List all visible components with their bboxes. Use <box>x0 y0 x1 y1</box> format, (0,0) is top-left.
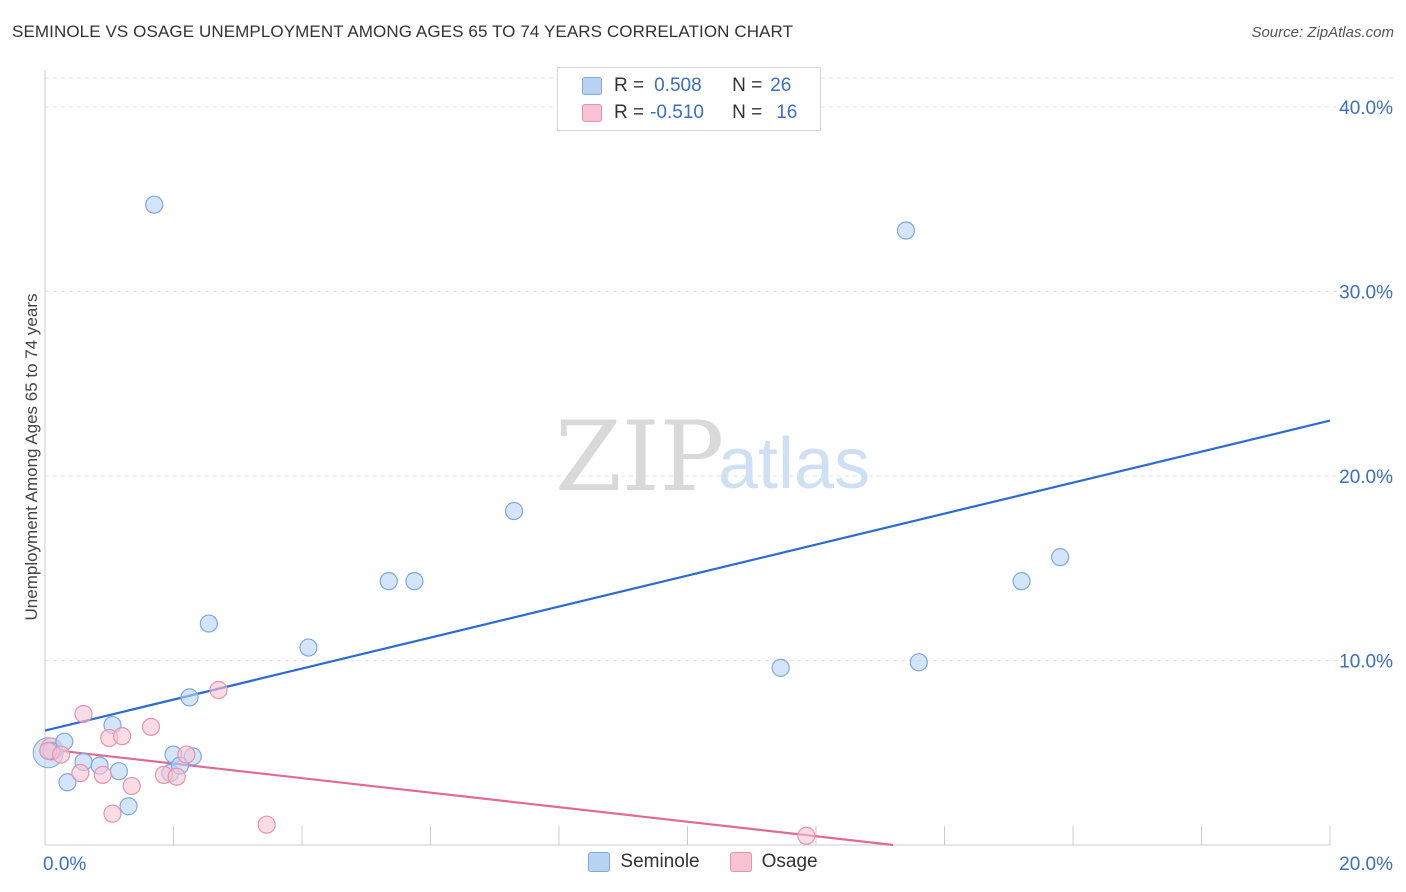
seminole-point <box>145 195 164 214</box>
source-label: Source: ZipAtlas.com <box>1251 24 1394 41</box>
osage-n-label: N = <box>732 102 763 123</box>
seminole-r-value: 0.508 <box>654 75 702 96</box>
seminole-r-label: R = <box>614 75 645 96</box>
data-points <box>32 195 1070 845</box>
osage-point <box>797 826 816 845</box>
seminole-point <box>771 658 790 677</box>
seminole-point <box>504 501 524 521</box>
x-tick-label: 20.0% <box>1339 854 1393 875</box>
osage-r-label: R = <box>614 102 645 123</box>
seminole-point <box>909 653 928 672</box>
y-tick-label: 20.0% <box>1339 467 1393 488</box>
y-tick-label: 10.0% <box>1339 651 1393 672</box>
seminole-point <box>896 221 916 240</box>
legend-row-osage: R = -0.510 N = 16 <box>582 101 797 125</box>
osage-point <box>177 745 196 764</box>
osage-point <box>122 776 141 796</box>
osage-point <box>51 745 71 764</box>
legend-osage-label: Osage <box>761 851 818 872</box>
seminole-point <box>379 572 398 591</box>
legend-osage-swatch <box>729 852 752 872</box>
osage-point <box>93 765 112 784</box>
chart-title: SEMINOLE VS OSAGE UNEMPLOYMENT AMONG AGE… <box>12 22 794 41</box>
watermark-atlas: atlas <box>718 424 870 504</box>
seminole-point <box>405 572 424 591</box>
seminole-n-label: N = <box>732 75 763 96</box>
osage-point <box>167 767 186 786</box>
osage-r-value: -0.510 <box>650 102 704 123</box>
seminole-point <box>180 688 199 707</box>
osage-point <box>257 815 276 834</box>
seminole-n-value: 26 <box>770 75 792 96</box>
correlation-legend: R = 0.508 N = 26 R = -0.510 N = 16 <box>557 67 821 131</box>
seminole-point <box>1012 572 1031 591</box>
watermark: ZIP atlas <box>555 401 870 513</box>
tick-labels: 10.0% 20.0% 30.0% 40.0% 0.0% 20.0% <box>43 98 1393 875</box>
seminole-point <box>1051 548 1070 567</box>
seminole-point <box>58 773 77 792</box>
osage-point <box>112 727 132 746</box>
legend-seminole-swatch <box>588 852 611 872</box>
legend-row-seminole: R = 0.508 N = 26 <box>582 74 791 98</box>
legend-item-seminole[interactable]: Seminole <box>588 851 700 873</box>
x-tick-label: 0.0% <box>43 854 86 875</box>
seminole-point <box>119 797 138 816</box>
osage-point <box>209 680 228 700</box>
gridlines <box>45 77 1395 661</box>
seminole-point <box>299 638 318 657</box>
osage-point <box>103 804 122 823</box>
series-legend: Seminole Osage <box>0 851 1406 873</box>
y-tick-label: 30.0% <box>1339 282 1393 303</box>
seminole-swatch <box>582 77 602 95</box>
seminole-point <box>199 614 218 633</box>
osage-point <box>71 763 90 783</box>
osage-n-value: 16 <box>776 102 798 123</box>
y-axis-label: Unemployment Among Ages 65 to 74 years <box>22 294 41 621</box>
seminole-point <box>109 762 128 781</box>
y-tick-label: 40.0% <box>1339 98 1393 119</box>
legend-seminole-label: Seminole <box>620 851 700 872</box>
legend-item-osage[interactable]: Osage <box>729 851 818 873</box>
seminole-trend-line <box>44 419 1331 732</box>
osage-swatch <box>582 104 602 122</box>
watermark-zip: ZIP <box>555 401 724 513</box>
osage-point <box>141 717 161 737</box>
osage-point <box>74 704 93 724</box>
axes <box>44 70 1331 846</box>
